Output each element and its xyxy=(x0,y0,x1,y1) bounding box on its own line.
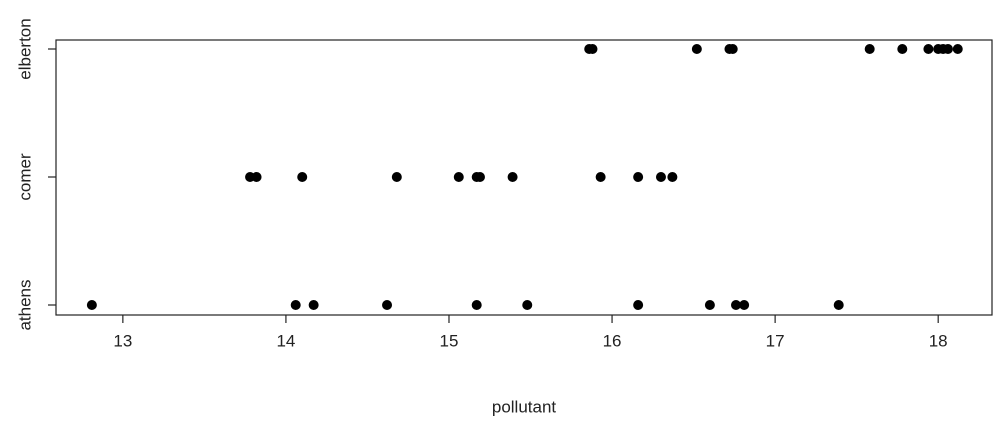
point xyxy=(308,300,319,310)
point xyxy=(833,300,844,310)
point xyxy=(382,300,393,310)
point xyxy=(655,172,666,182)
point xyxy=(587,44,598,54)
point xyxy=(942,44,953,54)
point xyxy=(453,172,464,182)
point xyxy=(633,300,644,310)
point xyxy=(391,172,402,182)
x-tick-label: 16 xyxy=(603,331,622,350)
point xyxy=(251,172,262,182)
point xyxy=(897,44,908,54)
point xyxy=(864,44,875,54)
point xyxy=(727,44,738,54)
point xyxy=(471,300,482,310)
point xyxy=(474,172,485,182)
y-tick-label: athens xyxy=(15,279,34,330)
y-tick-label: elberton xyxy=(15,18,34,79)
point xyxy=(704,300,715,310)
point xyxy=(507,172,518,182)
point xyxy=(290,300,301,310)
point xyxy=(297,172,308,182)
point xyxy=(739,300,750,310)
x-tick-label: 18 xyxy=(929,331,948,350)
point xyxy=(522,300,533,310)
point xyxy=(730,300,741,310)
plot-box xyxy=(55,39,993,316)
point xyxy=(952,44,963,54)
x-tick-label: 13 xyxy=(113,331,132,350)
x-tick-label: 14 xyxy=(276,331,295,350)
x-tick-label: 15 xyxy=(440,331,459,350)
point xyxy=(667,172,678,182)
point xyxy=(923,44,934,54)
point xyxy=(86,300,97,310)
point xyxy=(595,172,606,182)
point xyxy=(691,44,702,54)
x-axis-label: pollutant xyxy=(492,397,557,416)
y-tick-label: comer xyxy=(15,153,34,201)
x-tick-label: 17 xyxy=(766,331,785,350)
point xyxy=(633,172,644,182)
